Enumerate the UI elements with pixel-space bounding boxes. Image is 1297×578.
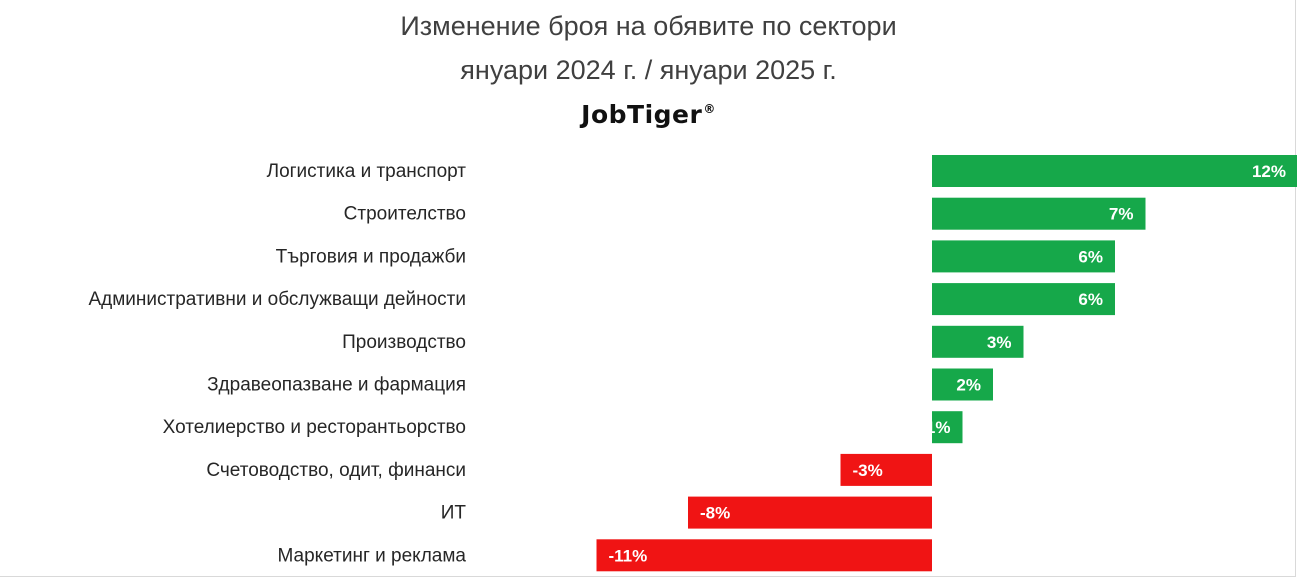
bar [932, 240, 1115, 273]
bar [688, 496, 932, 529]
value-label: 7% [1109, 205, 1134, 224]
category-label: Хотелиерство и ресторантьорство [163, 417, 466, 438]
registered-mark: ® [703, 102, 716, 116]
category-label: Здравеопазване и фармация [207, 375, 466, 396]
value-label: 3% [987, 333, 1012, 352]
value-label: 2% [956, 376, 981, 395]
value-label: -8% [700, 504, 730, 523]
category-label: Логистика и транспорт [267, 161, 467, 182]
bar [596, 539, 932, 572]
value-label: 1% [926, 418, 951, 437]
bar [932, 411, 963, 444]
bar [932, 155, 1297, 187]
bar [932, 368, 993, 401]
bar [932, 197, 1146, 230]
category-label: Производство [342, 332, 466, 353]
category-label: Търговия и продажби [276, 246, 466, 267]
value-label: 6% [1078, 247, 1103, 266]
category-label: Административни и обслужващи дейности [88, 289, 466, 310]
value-label: 12% [1252, 162, 1286, 181]
category-label: Строителство [344, 204, 466, 225]
value-label: -11% [609, 546, 648, 565]
chart-title-line2: януари 2024 г. / януари 2025 г. [460, 55, 837, 85]
brand-logo: JobTiger® [0, 100, 1297, 129]
bar [932, 283, 1115, 316]
bar [840, 453, 932, 486]
bar [932, 325, 1024, 358]
category-label: Счетоводство, одит, финанси [206, 460, 466, 481]
value-label: -3% [853, 461, 883, 480]
category-label: ИТ [441, 503, 467, 524]
value-label: 6% [1078, 290, 1103, 309]
brand-name: JobTiger [581, 100, 703, 129]
chart-title-line1: Изменение броя на обявите по сектори [400, 11, 897, 41]
category-label: Маркетинг и реклама [278, 545, 467, 566]
